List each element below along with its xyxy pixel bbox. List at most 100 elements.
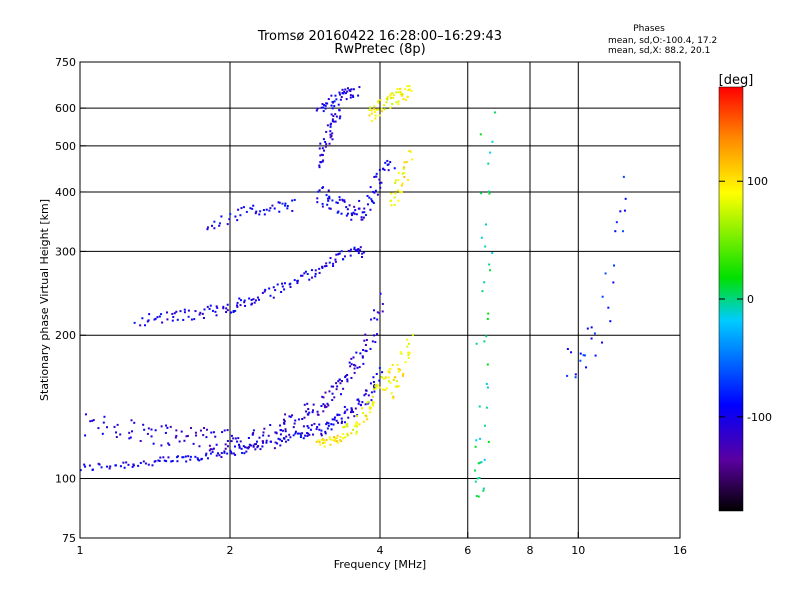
echo-point (328, 436, 331, 439)
echo-point (590, 326, 593, 329)
echo-point (251, 302, 254, 305)
echo-point (480, 461, 483, 464)
x-tick-label: 1 (77, 544, 84, 557)
echo-point (194, 455, 197, 458)
echo-point (315, 440, 318, 443)
echo-point (226, 309, 229, 312)
echo-point (378, 182, 381, 185)
echo-point (321, 103, 324, 106)
echo-point (129, 436, 132, 439)
echo-point (361, 355, 364, 358)
colorbar-tick-label: 0 (747, 293, 754, 306)
echo-point (261, 440, 264, 443)
echo-point (143, 428, 146, 431)
echo-point (264, 288, 267, 291)
echo-point (363, 339, 366, 342)
echo-point (343, 405, 346, 408)
echo-point (209, 452, 212, 455)
echo-point (182, 456, 185, 459)
echo-point (174, 436, 177, 439)
echo-point (261, 445, 264, 448)
echo-point (336, 421, 339, 424)
echo-point (359, 246, 362, 249)
echo-point (344, 436, 347, 439)
echo-point (590, 337, 593, 340)
echo-point (358, 199, 361, 202)
echo-point (245, 210, 248, 213)
echo-point (329, 125, 332, 128)
echo-point (279, 444, 282, 447)
echo-point (218, 222, 221, 225)
echo-point (615, 221, 618, 224)
echo-point (344, 374, 347, 377)
echo-point (255, 210, 258, 213)
echo-point (116, 423, 119, 426)
echo-point (165, 424, 168, 427)
colorbar-tick-label: -100 (747, 411, 772, 424)
echo-point (247, 447, 250, 450)
echo-point (276, 283, 279, 286)
echo-point (175, 456, 178, 459)
echo-point (144, 324, 147, 327)
echo-point (330, 428, 333, 431)
echo-point (478, 405, 481, 408)
echo-point (346, 425, 349, 428)
echo-point (293, 422, 296, 425)
echo-point (213, 227, 216, 230)
echo-point (277, 437, 280, 440)
y-tick-label: 200 (55, 329, 76, 342)
echo-point (324, 391, 327, 394)
echo-point (479, 437, 482, 440)
echo-point (170, 460, 173, 463)
echo-point (487, 312, 490, 315)
echo-point (319, 142, 322, 145)
echo-point (403, 161, 406, 164)
echo-point (322, 138, 325, 141)
echo-point (336, 201, 339, 204)
echo-point (180, 430, 183, 433)
echo-point (364, 349, 367, 352)
echo-point (313, 422, 316, 425)
echo-point (228, 218, 231, 221)
echo-point (346, 90, 349, 93)
echo-point (354, 249, 357, 252)
echo-point (239, 304, 242, 307)
echo-point (328, 261, 331, 264)
echo-point (265, 208, 268, 211)
echo-point (325, 405, 328, 408)
echo-point (399, 91, 402, 94)
echo-point (181, 456, 184, 459)
echo-point (281, 429, 284, 432)
echo-point (335, 201, 338, 204)
echo-point (390, 192, 393, 195)
echo-point (199, 311, 202, 314)
echo-point (475, 495, 478, 498)
echo-point (353, 205, 356, 208)
echo-point (339, 436, 342, 439)
echo-point (342, 437, 345, 440)
echo-point (491, 140, 494, 143)
echo-point (579, 352, 582, 355)
echo-point (156, 316, 159, 319)
echo-point (395, 380, 398, 383)
echo-point (84, 434, 87, 437)
echo-point (106, 426, 109, 429)
echo-point (408, 342, 411, 345)
echo-point (392, 378, 395, 381)
echo-point (147, 427, 150, 430)
echo-point (325, 264, 328, 267)
echo-point (132, 464, 135, 467)
x-tick-label: 8 (527, 544, 534, 557)
echo-point (343, 412, 346, 415)
echo-point (622, 230, 625, 233)
echo-point (374, 341, 377, 344)
echo-point (343, 425, 346, 428)
echo-point (176, 460, 179, 463)
echo-point (352, 363, 355, 366)
echo-point (323, 265, 326, 268)
echo-point (373, 111, 376, 114)
echo-point (401, 172, 404, 175)
echo-point (480, 236, 483, 239)
echo-point (333, 105, 336, 108)
echo-point (371, 119, 374, 122)
